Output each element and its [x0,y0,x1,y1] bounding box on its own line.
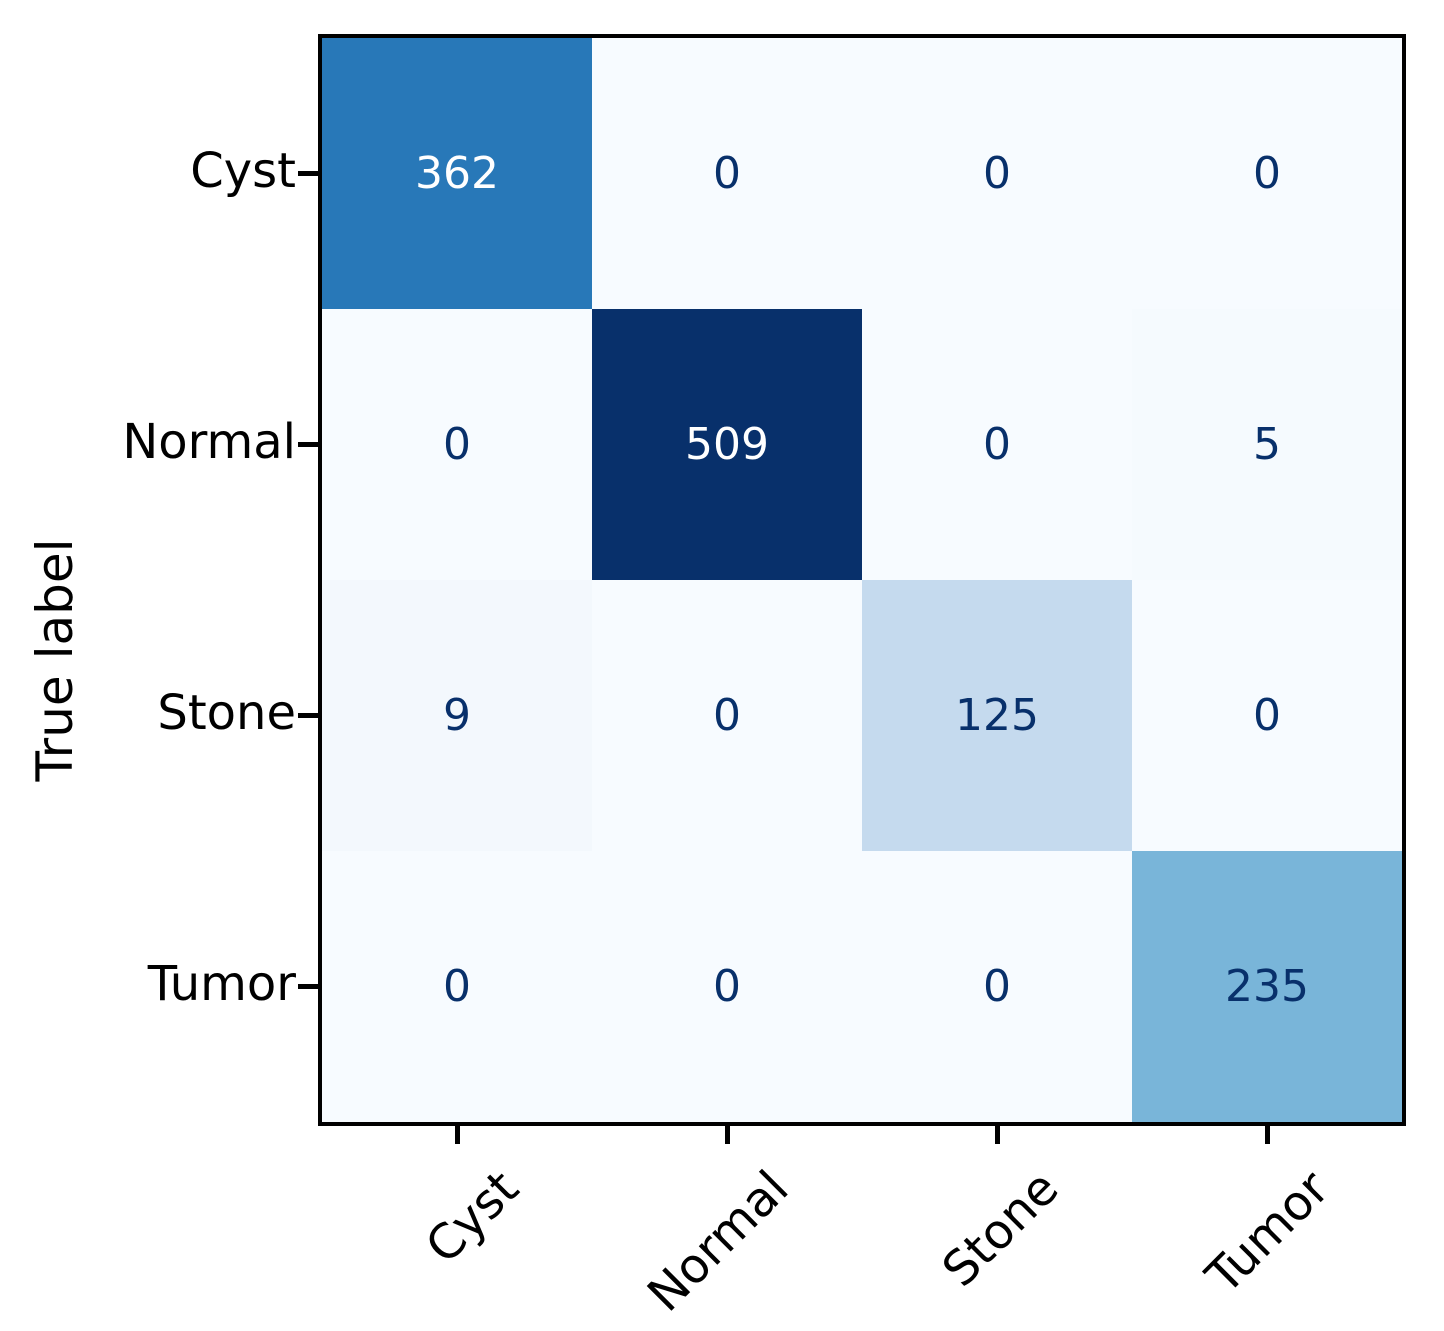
matrix-cell-stone-tumor: 0 [1132,580,1402,851]
matrix-cell-cyst-normal: 0 [592,38,862,309]
x-tick-label-tumor: Tumor [1195,1160,1340,1305]
y-tick-mark [298,442,318,447]
matrix-cell-cyst-tumor: 0 [1132,38,1402,309]
x-tick-mark [1265,1126,1270,1144]
matrix-cell-normal-stone: 0 [862,309,1132,580]
matrix-cell-stone-normal: 0 [592,580,862,851]
matrix-cell-cyst-cyst: 362 [322,38,592,309]
x-tick-mark [455,1126,460,1144]
y-tick-mark [298,713,318,718]
x-tick-label-stone: Stone [932,1160,1070,1298]
y-tick-label-stone: Stone [157,685,296,741]
x-tick-mark [995,1126,1000,1144]
y-tick-mark [298,984,318,989]
y-tick-label-tumor: Tumor [147,956,296,1012]
y-tick-label-normal: Normal [122,414,296,470]
matrix-cell-tumor-normal: 0 [592,851,862,1122]
matrix-cell-tumor-stone: 0 [862,851,1132,1122]
x-tick-mark [725,1126,730,1144]
y-axis-title: True label [26,538,84,782]
heatmap-plot-area: 362 0 0 0 0 509 0 5 9 0 125 0 0 0 0 235 [318,34,1406,1126]
matrix-cell-normal-cyst: 0 [322,309,592,580]
matrix-cell-stone-cyst: 9 [322,580,592,851]
x-tick-label-cyst: Cyst [415,1160,530,1275]
matrix-cell-normal-tumor: 5 [1132,309,1402,580]
x-tick-label-normal: Normal [637,1160,800,1323]
matrix-cell-tumor-tumor: 235 [1132,851,1402,1122]
y-tick-label-cyst: Cyst [190,143,296,199]
matrix-cell-tumor-cyst: 0 [322,851,592,1122]
matrix-cell-normal-normal: 509 [592,309,862,580]
y-tick-mark [298,171,318,176]
matrix-cell-cyst-stone: 0 [862,38,1132,309]
matrix-cell-stone-stone: 125 [862,580,1132,851]
